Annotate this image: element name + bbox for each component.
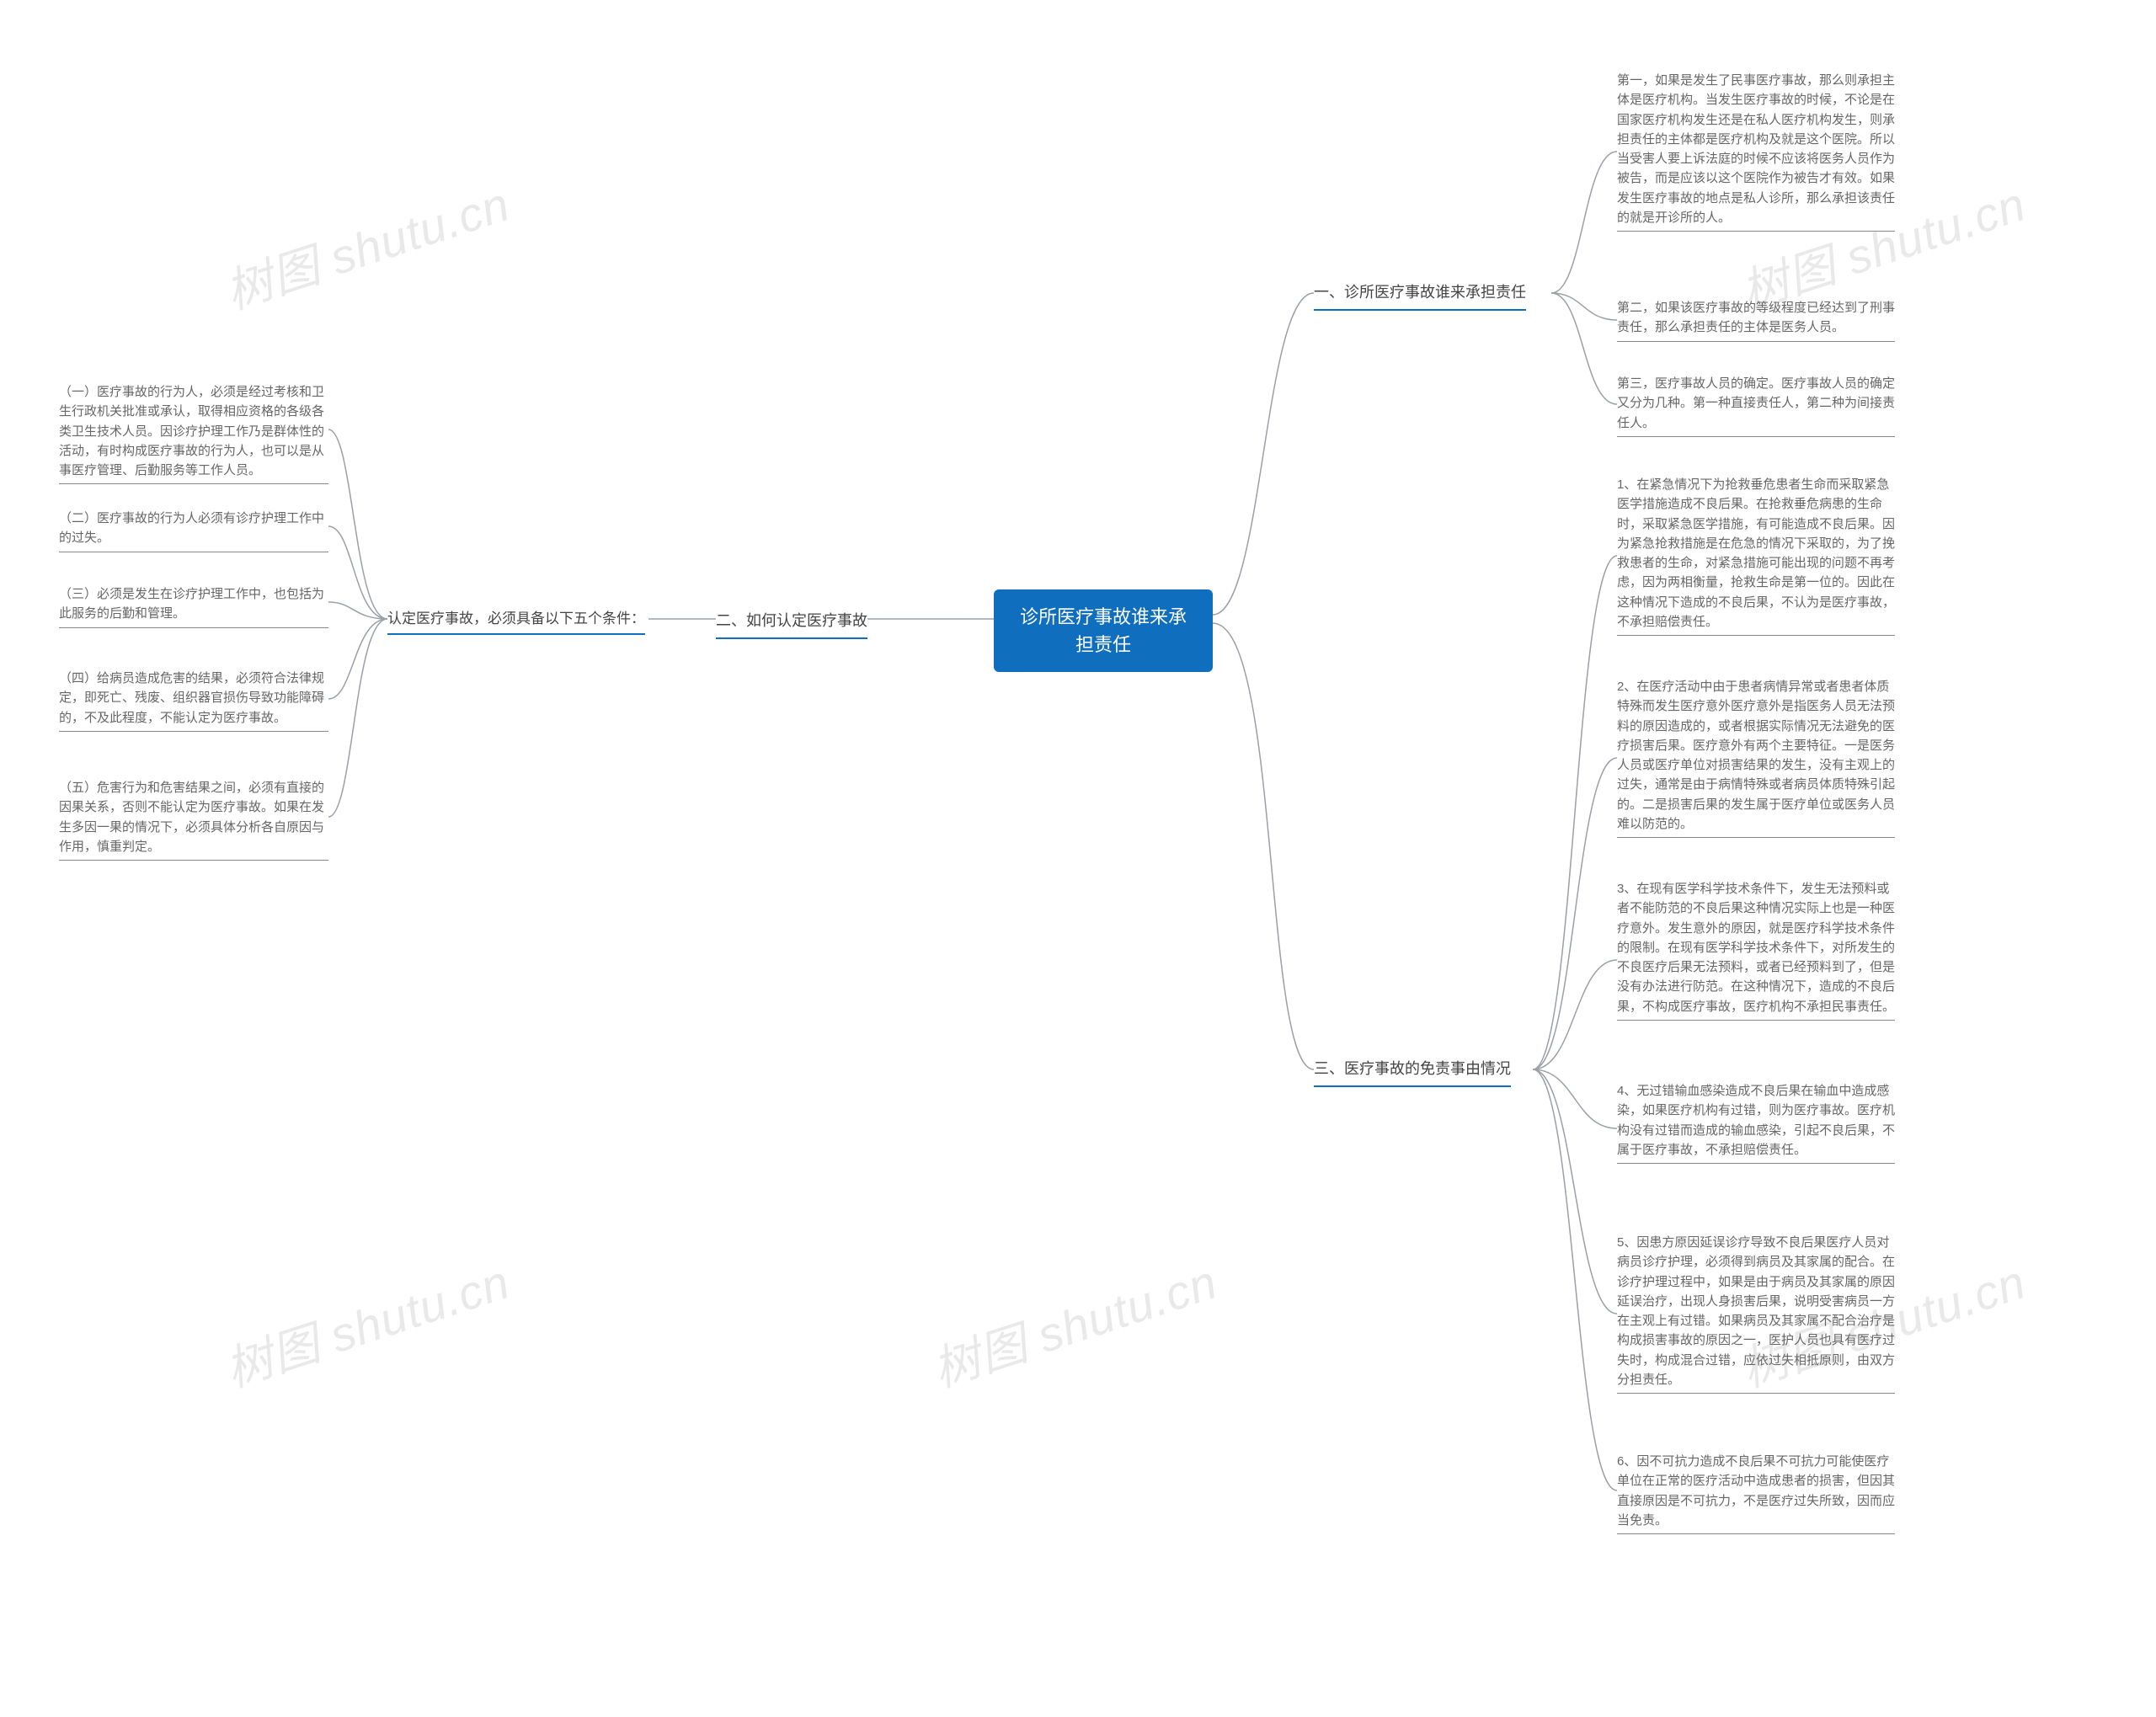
branch-left-1: 二、如何认定医疗事故	[716, 605, 867, 639]
leaf-r1-3: 第三，医疗事故人员的确定。医疗事故人员的确定又分为几种。第一种直接责任人，第二种…	[1617, 371, 1895, 437]
leaf-l1-5: （五）危害行为和危害结果之间，必须有直接的因果关系，否则不能认定为医疗事故。如果…	[59, 775, 328, 861]
branch-right-2: 三、医疗事故的免责事由情况	[1314, 1053, 1511, 1087]
watermark: 树图 shutu.cn	[216, 167, 517, 323]
leaf-l1-2: （二）医疗事故的行为人必须有诊疗护理工作中的过失。	[59, 505, 328, 552]
leaf-l1-4: （四）给病员造成危害的结果，必须符合法律规定，即死亡、残废、组织器官损伤导致功能…	[59, 665, 328, 732]
leaf-l1-1: （一）医疗事故的行为人，必须是经过考核和卫生行政机关批准或承认，取得相应资格的各…	[59, 379, 328, 484]
sub-left-1: 认定医疗事故，必须具备以下五个条件：	[387, 605, 645, 635]
branch-right-1: 一、诊所医疗事故谁来承担责任	[1314, 276, 1526, 311]
watermark: 树图 shutu.cn	[216, 1245, 517, 1400]
leaf-r2-3: 3、在现有医学科学技术条件下，发生无法预料或者不能防范的不良后果这种情况实际上也…	[1617, 876, 1895, 1021]
watermark: 树图 shutu.cn	[923, 1245, 1225, 1400]
leaf-r1-2: 第二，如果该医疗事故的等级程度已经达到了刑事责任，那么承担责任的主体是医务人员。	[1617, 295, 1895, 342]
leaf-r2-4: 4、无过错输血感染造成不良后果在输血中造成感染，如果医疗机构有过错，则为医疗事故…	[1617, 1078, 1895, 1164]
leaf-r2-1: 1、在紧急情况下为抢救垂危患者生命而采取紧急医学措施造成不良后果。在抢救垂危病患…	[1617, 472, 1895, 636]
leaf-l1-3: （三）必须是发生在诊疗护理工作中，也包括为此服务的后勤和管理。	[59, 581, 328, 628]
leaf-r2-2: 2、在医疗活动中由于患者病情异常或者患者体质特殊而发生医疗意外医疗意外是指医务人…	[1617, 674, 1895, 838]
leaf-r2-5: 5、因患方原因延误诊疗导致不良后果医疗人员对病员诊疗护理，必须得到病员及其家属的…	[1617, 1229, 1895, 1394]
leaf-r1-1: 第一，如果是发生了民事医疗事故，那么则承担主体是医疗机构。当发生医疗事故的时候，…	[1617, 67, 1895, 232]
center-node: 诊所医疗事故谁来承担责任	[994, 589, 1213, 672]
leaf-r2-6: 6、因不可抗力造成不良后果不可抗力可能使医疗单位在正常的医疗活动中造成患者的损害…	[1617, 1448, 1895, 1534]
